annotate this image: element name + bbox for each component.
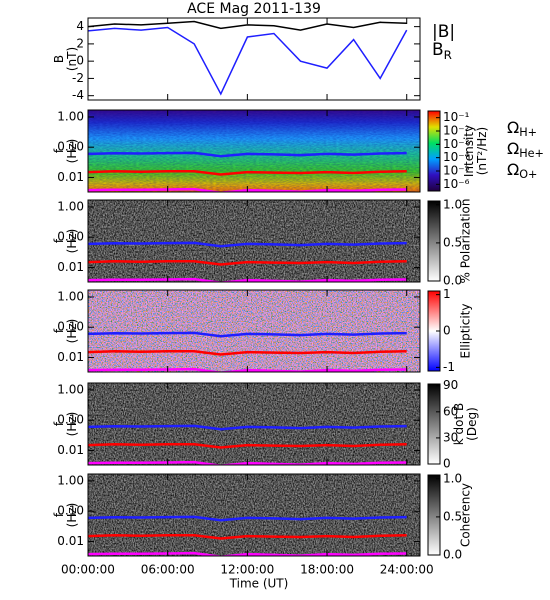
colorbar-tick-label: 1 xyxy=(443,287,451,301)
x-tick-label: 00:00:00 xyxy=(61,563,115,577)
colorbar-tick-label: 0.5 xyxy=(443,509,462,523)
x-tick-label: 18:00:00 xyxy=(300,563,354,577)
y-tick-label: 0.10 xyxy=(57,320,84,334)
y-axis-label: f xyxy=(52,238,66,243)
spectrogram-texture xyxy=(88,290,420,372)
panel-frame xyxy=(87,109,421,193)
colorbar-tick-label: 10⁻⁴ xyxy=(443,150,470,164)
y-tick-label: 0.10 xyxy=(57,230,84,244)
colorbar-label: (Deg) xyxy=(465,407,479,441)
y-axis-label: f xyxy=(52,328,66,333)
colorbar-label: Ellipticity xyxy=(459,304,473,359)
colorbar xyxy=(427,383,441,465)
y-tick-label: 0.10 xyxy=(57,504,84,518)
y-tick-label: 1.00 xyxy=(57,199,84,213)
y-tick-label: 0.01 xyxy=(57,350,84,364)
spectrogram-texture xyxy=(88,383,420,465)
colorbar-tick-label: -1 xyxy=(443,360,455,374)
series-line xyxy=(88,331,407,338)
y-tick-label: 0.01 xyxy=(57,260,84,274)
colorbar-tick-label: 0.0 xyxy=(443,548,462,562)
spectrogram-texture xyxy=(88,200,420,282)
y-axis-label: (Hz) xyxy=(65,412,79,437)
series-line xyxy=(88,151,407,158)
series-line xyxy=(88,443,407,449)
y-axis-label: f xyxy=(52,512,66,517)
series-line xyxy=(88,350,407,356)
spectrogram-texture xyxy=(88,110,420,192)
colorbar-tick-label: 0.0 xyxy=(443,274,462,288)
colorbar-tick-label: 1.0 xyxy=(443,197,462,211)
series-line xyxy=(88,424,407,431)
y-tick-label: 0.01 xyxy=(57,170,84,184)
colorbar-tick-label: 10⁻⁶ xyxy=(443,177,470,191)
colorbar-tick-label: 10⁻³ xyxy=(443,137,470,151)
legend-label: BR xyxy=(432,40,452,62)
y-tick-label: 0 xyxy=(76,54,84,68)
series-line xyxy=(88,260,407,266)
colorbar-tick-label: 60 xyxy=(443,404,458,418)
panel-frame xyxy=(87,382,421,466)
colorbar-tick-label: 0.5 xyxy=(443,235,462,249)
colorbar-label: k dot B xyxy=(452,403,466,445)
y-tick-label: 0.10 xyxy=(57,413,84,427)
colorbar-tick-label: 0 xyxy=(443,324,451,338)
y-axis-label: (Hz) xyxy=(65,503,79,528)
y-tick-label: 1.00 xyxy=(57,109,84,123)
y-axis-label: (Hz) xyxy=(65,139,79,164)
y-tick-label: 1.00 xyxy=(57,289,84,303)
x-tick-label: 24:00:00 xyxy=(380,563,434,577)
colorbar-tick-label: 0 xyxy=(443,457,451,471)
y-tick-label: 1.00 xyxy=(57,473,84,487)
y-tick-label: -4 xyxy=(72,88,84,102)
colorbar-label: (nT²/Hz) xyxy=(475,127,489,175)
x-tick-label: 12:00:00 xyxy=(220,563,274,577)
series-line xyxy=(88,20,407,31)
colorbar-tick-label: 30 xyxy=(443,430,458,444)
panel-frame xyxy=(87,289,421,373)
legend-label: ΩO+ xyxy=(507,160,537,181)
colorbar xyxy=(427,200,441,282)
y-tick-label: 2 xyxy=(76,36,84,50)
colorbar xyxy=(427,110,441,192)
panel-frame xyxy=(87,17,421,101)
series-line xyxy=(88,170,407,176)
legend-label: ΩH+ xyxy=(507,118,537,139)
y-axis-label: f xyxy=(52,148,66,153)
colorbar-label: % Polarization xyxy=(459,199,473,284)
y-tick-label: 0.01 xyxy=(57,443,84,457)
x-axis-label: Time (UT) xyxy=(229,577,289,591)
y-tick-label: 1.00 xyxy=(57,382,84,396)
series-line xyxy=(88,26,408,96)
y-axis-label: f xyxy=(52,421,66,426)
legend-label: ΩHe+ xyxy=(507,139,544,160)
y-tick-label: 0.10 xyxy=(57,140,84,154)
chart-title: ACE Mag 2011-139 xyxy=(187,1,321,17)
spectrogram-texture xyxy=(88,474,420,556)
colorbar xyxy=(427,474,441,556)
panel-frame xyxy=(87,473,421,557)
colorbar-tick-label: 10⁻⁵ xyxy=(443,164,470,178)
x-tick-label: 06:00:00 xyxy=(141,563,195,577)
y-tick-label: 4 xyxy=(76,19,84,33)
colorbar-tick-label: 1.0 xyxy=(443,471,462,485)
y-axis-label: (nT) xyxy=(65,47,79,71)
colorbar-label: Intensity xyxy=(462,125,476,177)
colorbar-tick-label: 10⁻² xyxy=(443,124,470,138)
y-tick-label: 0.01 xyxy=(57,534,84,548)
y-tick-label: -2 xyxy=(72,71,84,85)
y-axis-label: B xyxy=(52,55,66,63)
series-line xyxy=(88,241,407,248)
y-axis-label: (Hz) xyxy=(65,319,79,344)
series-line xyxy=(88,534,407,540)
legend-label: |B| xyxy=(432,22,455,42)
series-line xyxy=(88,515,407,522)
colorbar-tick-label: 90 xyxy=(443,378,458,392)
colorbar-tick-label: 10⁻¹ xyxy=(443,110,470,124)
y-axis-label: (Hz) xyxy=(65,229,79,254)
colorbar-label: Coherency xyxy=(459,483,473,547)
panel-frame xyxy=(87,199,421,283)
